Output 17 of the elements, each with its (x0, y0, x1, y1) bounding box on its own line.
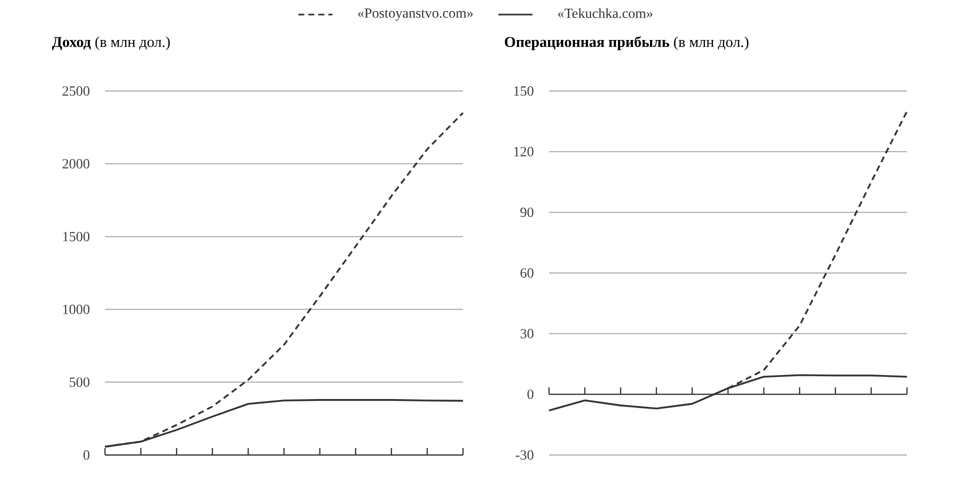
y-tick-label: 60 (520, 268, 534, 278)
y-tick-label: 120 (514, 146, 534, 156)
y-tick-label: 1000 (63, 304, 90, 314)
y-tick-label: 0 (527, 390, 534, 400)
y-tick-label: 30 (520, 328, 534, 338)
legend-label: «Postoyanstvo.com» (358, 8, 473, 21)
chart-title: Доход (в млн дол.) (52, 36, 170, 50)
y-tick-label: 90 (520, 208, 534, 218)
y-tick-label: 2500 (62, 86, 90, 96)
y-tick-label: 0 (83, 450, 90, 460)
y-tick-label: 150 (514, 86, 534, 96)
y-tick-label: 1500 (63, 232, 90, 242)
legend-label: «Tekuchka.com» (558, 8, 652, 18)
y-tick-label: 500 (70, 377, 90, 387)
y-tick-label: 2000 (62, 159, 90, 168)
chart-title: Операционная прибыль (в млн дол.) (504, 36, 748, 50)
y-tick-label: -30 (516, 450, 534, 460)
